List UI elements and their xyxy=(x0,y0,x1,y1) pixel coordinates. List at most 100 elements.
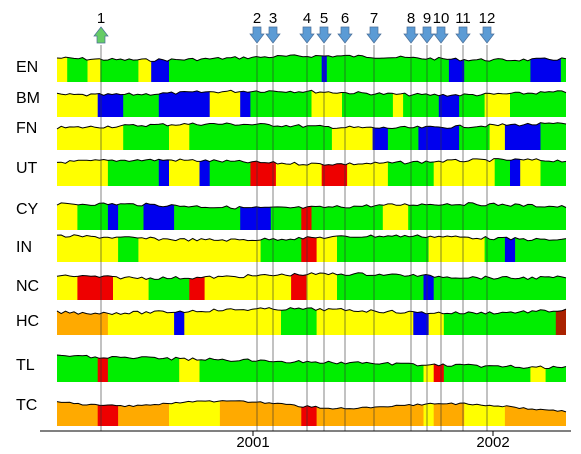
band-en xyxy=(56,54,567,82)
band-ut-segment xyxy=(510,158,521,186)
series-label-cy: CY xyxy=(16,201,39,218)
event-marker-11: 11 xyxy=(455,10,471,44)
x-axis: 2001 2002 xyxy=(40,430,571,451)
band-en-segment xyxy=(464,54,531,82)
band-nc-segment xyxy=(57,272,78,300)
band-in-segment xyxy=(484,234,506,262)
band-en-segment xyxy=(67,54,89,82)
band-tc-segment xyxy=(97,400,119,426)
band-tc-segment xyxy=(316,400,425,426)
band-cy xyxy=(56,202,567,230)
band-in-segment xyxy=(57,234,119,262)
event-lines xyxy=(100,45,488,431)
band-tl-segment xyxy=(57,355,99,382)
band-tl xyxy=(56,354,567,382)
band-tl-segment xyxy=(423,355,435,382)
event-label-7: 7 xyxy=(370,10,378,27)
band-en-segment xyxy=(151,54,170,82)
band-bm xyxy=(56,89,567,117)
band-in xyxy=(56,234,567,262)
band-bm-segment xyxy=(403,90,440,117)
event-label-11: 11 xyxy=(455,10,471,27)
event-label-12: 12 xyxy=(479,10,496,27)
event-arrow-icon xyxy=(337,26,353,44)
band-ut-segment xyxy=(433,158,496,186)
band-tl-segment xyxy=(443,355,531,382)
event-label-10: 10 xyxy=(433,10,450,27)
series-label-hc: HC xyxy=(16,313,39,330)
event-label-2: 2 xyxy=(253,10,261,27)
series-label-ut: UT xyxy=(16,160,38,177)
event-marker-2: 2 xyxy=(249,10,265,44)
band-tl-segment xyxy=(530,355,547,382)
band-hc-segment xyxy=(107,307,175,335)
event-marker-3: 3 xyxy=(265,10,281,44)
event-marker-5: 5 xyxy=(316,10,332,44)
band-cy-segment xyxy=(311,202,384,230)
band-ut-segment xyxy=(347,158,389,186)
band-en-segment xyxy=(138,54,152,82)
event-marker-10: 10 xyxy=(433,10,450,44)
event-arrow-icon xyxy=(93,26,109,44)
series-label-bm: BM xyxy=(16,90,40,107)
band-nc-segment xyxy=(423,272,435,300)
event-marker-8: 8 xyxy=(403,10,419,44)
band-cy-segment xyxy=(143,202,175,230)
series-label-en: EN xyxy=(16,59,38,76)
band-cy-segment xyxy=(174,202,241,230)
band-hc-segment xyxy=(413,307,430,335)
event-arrow-icon xyxy=(419,26,435,44)
band-cy-segment xyxy=(408,202,566,230)
series-labels: EN BM FN UT CY IN NC HC TL TC xyxy=(16,59,40,414)
event-arrow-icon xyxy=(403,26,419,44)
band-tl-segment xyxy=(107,355,180,382)
band-hc xyxy=(56,307,567,335)
band-cy-segment xyxy=(77,202,109,230)
band-tc-segment xyxy=(219,400,302,426)
event-marker-6: 6 xyxy=(337,10,353,44)
band-tl-segment xyxy=(433,355,445,382)
event-arrow-icon xyxy=(455,26,471,44)
band-tl-segment xyxy=(199,355,425,382)
event-label-4: 4 xyxy=(303,10,311,27)
band-en-segment xyxy=(57,54,68,82)
band-fn-segment xyxy=(540,122,566,150)
band-bm-segment xyxy=(311,90,343,117)
band-ut-segment xyxy=(250,158,277,186)
band-bm-segment xyxy=(342,90,394,117)
band-en-segment xyxy=(560,54,566,82)
band-bm-segment xyxy=(438,90,460,117)
band-ut-segment xyxy=(520,158,542,186)
band-ut-segment xyxy=(540,158,566,186)
band-tl-segment xyxy=(545,355,566,382)
band-bm-segment xyxy=(484,90,511,117)
band-fn-segment xyxy=(189,122,333,150)
series-bands xyxy=(56,54,567,426)
band-fn-segment xyxy=(459,122,491,150)
band-in-segment xyxy=(316,234,338,262)
event-label-6: 6 xyxy=(341,10,349,27)
band-ut-segment xyxy=(158,158,170,186)
band-hc-segment xyxy=(174,307,185,335)
band-hc-segment xyxy=(428,307,445,335)
band-en-segment xyxy=(169,54,323,82)
band-bm-segment xyxy=(158,90,211,117)
band-in-segment xyxy=(504,234,516,262)
band-fn-segment xyxy=(123,122,170,150)
band-cy-segment xyxy=(382,202,409,230)
band-cy-segment xyxy=(57,202,78,230)
band-hc-segment xyxy=(281,307,318,335)
event-arrow-icon xyxy=(265,26,281,44)
event-markers: 1 2 3 4 5 6 7 8 9 10 11 12 xyxy=(93,10,496,44)
event-label-1: 1 xyxy=(97,10,105,27)
band-ut-segment xyxy=(321,158,348,186)
band-nc-segment xyxy=(77,272,114,300)
event-marker-4: 4 xyxy=(299,10,315,44)
series-label-tc: TC xyxy=(16,397,37,414)
band-ut-segment xyxy=(169,158,201,186)
band-tc-segment xyxy=(423,400,435,426)
band-nc-segment xyxy=(433,272,566,300)
band-fn-segment xyxy=(418,122,460,150)
event-arrow-icon xyxy=(479,26,495,44)
event-arrow-icon xyxy=(366,26,382,44)
